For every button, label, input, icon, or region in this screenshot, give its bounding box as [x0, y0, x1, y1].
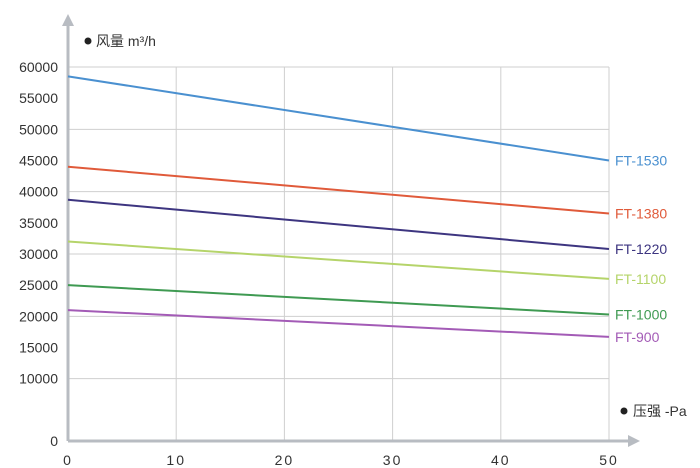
y-tick-label: 25000	[19, 277, 58, 293]
y-tick-label: 30000	[19, 246, 58, 262]
x-tick-label: 0	[63, 452, 73, 468]
x-tick-label: 10	[166, 452, 186, 468]
x-tick-label: 50	[599, 452, 619, 468]
x-axis-title: 压强 -Pa	[633, 403, 687, 419]
series-line	[67, 198, 610, 251]
y-axis-arrow-icon	[62, 14, 74, 26]
x-tick-label: 40	[491, 452, 511, 468]
y-tick-label: 15000	[19, 340, 58, 356]
series-label: FT-900	[615, 329, 660, 345]
y-tick-label: 35000	[19, 215, 58, 231]
series-label: FT-1100	[615, 271, 666, 287]
y-tick-label: 50000	[19, 121, 58, 137]
y-axis-title: 风量 m³/h	[96, 33, 156, 49]
y-tick-label: 45000	[19, 153, 58, 169]
y-tick-label: 10000	[19, 371, 58, 387]
series-line	[67, 309, 610, 338]
series-label: FT-1220	[615, 241, 667, 257]
y-axis-title-bullet-icon	[84, 37, 92, 45]
series-line	[67, 284, 610, 316]
series-label: FT-1000	[615, 306, 667, 322]
y-tick-label: 55000	[19, 90, 58, 106]
x-tick-label: 30	[383, 452, 403, 468]
x-axis-title-bullet-icon	[620, 407, 628, 415]
y-tick-label: 20000	[19, 308, 58, 324]
x-tick-label: 20	[275, 452, 295, 468]
y-tick-label: 40000	[19, 184, 58, 200]
x-axis-arrow-icon	[628, 435, 640, 447]
series-label: FT-1380	[615, 205, 667, 221]
series-lines	[67, 75, 610, 338]
series-label: FT-1530	[615, 153, 667, 169]
y-tick-label: 0	[50, 433, 58, 449]
y-tick-label: 60000	[19, 59, 58, 75]
axis-titles: 风量 m³/h 压强 -Pa	[84, 33, 687, 419]
grid	[68, 66, 610, 441]
series-line	[67, 75, 610, 162]
x-tick-labels: 0 10 20 30 40 50	[63, 452, 619, 468]
series-line	[67, 240, 610, 280]
series-labels: FT-1530 FT-1380 FT-1220 FT-1100 FT-1000 FT-90…	[615, 153, 667, 345]
axes	[62, 14, 640, 447]
series-line	[67, 165, 610, 215]
y-tick-labels: 0 10000 15000 20000 25000 30000 35000 40000 4500…	[19, 59, 58, 449]
